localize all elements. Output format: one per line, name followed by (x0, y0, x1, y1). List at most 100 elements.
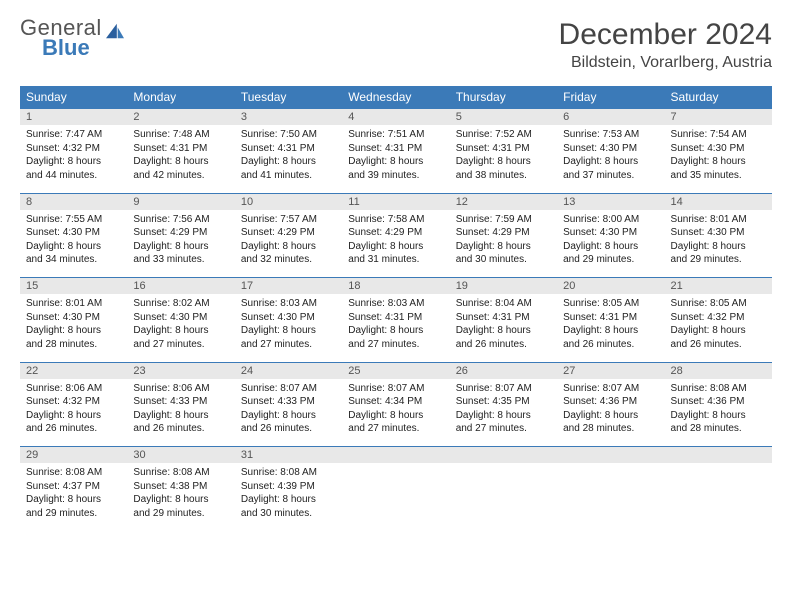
sunset-text: Sunset: 4:29 PM (456, 226, 551, 240)
day-detail: Sunrise: 7:50 AMSunset: 4:31 PMDaylight:… (235, 125, 342, 193)
day-detail: Sunrise: 8:04 AMSunset: 4:31 PMDaylight:… (450, 294, 557, 362)
sunrise-text: Sunrise: 7:58 AM (348, 213, 443, 227)
day-number: 4 (342, 109, 449, 126)
day-detail (557, 463, 664, 531)
sunrise-text: Sunrise: 8:01 AM (671, 213, 766, 227)
week-detail-row: Sunrise: 8:06 AM Sunset: 4:32 PM Daylight:… (20, 379, 772, 447)
day-detail: Sunrise: 8:08 AMSunset: 4:37 PMDaylight:… (20, 463, 127, 531)
daylight-text-1: Daylight: 8 hours (456, 240, 551, 254)
daylight-text-1: Daylight: 8 hours (563, 155, 658, 169)
week-number-row: 293031 (20, 447, 772, 464)
day-number: 2 (127, 109, 234, 126)
sunrise-text: Sunrise: 8:05 AM (563, 297, 658, 311)
daylight-text-2: and 30 minutes. (241, 507, 336, 521)
day-detail: Sunrise: 8:08 AMSunset: 4:39 PMDaylight:… (235, 463, 342, 531)
header: General Blue December 2024 Bildstein, Vo… (20, 18, 772, 72)
day-number: 8 (20, 193, 127, 210)
daylight-text-1: Daylight: 8 hours (26, 324, 121, 338)
day-detail: Sunrise: 8:06 AMSunset: 4:33 PMDaylight:… (127, 379, 234, 447)
sunset-text: Sunset: 4:30 PM (26, 311, 121, 325)
daylight-text-2: and 26 minutes. (26, 422, 121, 436)
daylight-text-2: and 28 minutes. (671, 422, 766, 436)
day-number: 22 (20, 362, 127, 379)
day-number: 18 (342, 278, 449, 295)
daylight-text-1: Daylight: 8 hours (563, 409, 658, 423)
daylight-text-1: Daylight: 8 hours (133, 409, 228, 423)
day-number: 17 (235, 278, 342, 295)
sunset-text: Sunset: 4:30 PM (671, 142, 766, 156)
daylight-text-1: Daylight: 8 hours (133, 155, 228, 169)
daylight-text-2: and 28 minutes. (26, 338, 121, 352)
day-number: 16 (127, 278, 234, 295)
day-header: Friday (557, 86, 664, 109)
sunrise-text: Sunrise: 8:03 AM (348, 297, 443, 311)
daylight-text-2: and 26 minutes. (456, 338, 551, 352)
day-detail: Sunrise: 7:47 AMSunset: 4:32 PMDaylight:… (20, 125, 127, 193)
day-number: 28 (665, 362, 772, 379)
day-number: 11 (342, 193, 449, 210)
sunset-text: Sunset: 4:29 PM (348, 226, 443, 240)
sunset-text: Sunset: 4:32 PM (26, 395, 121, 409)
daylight-text-2: and 31 minutes. (348, 253, 443, 267)
sunset-text: Sunset: 4:30 PM (241, 311, 336, 325)
day-detail: Sunrise: 8:05 AMSunset: 4:31 PMDaylight:… (557, 294, 664, 362)
sunset-text: Sunset: 4:30 PM (563, 226, 658, 240)
daylight-text-1: Daylight: 8 hours (563, 324, 658, 338)
day-detail: Sunrise: 7:53 AMSunset: 4:30 PMDaylight:… (557, 125, 664, 193)
day-number: 31 (235, 447, 342, 464)
day-header: Sunday (20, 86, 127, 109)
day-number: 9 (127, 193, 234, 210)
day-number: 19 (450, 278, 557, 295)
day-detail: Sunrise: 8:07 AMSunset: 4:36 PMDaylight:… (557, 379, 664, 447)
day-detail: Sunrise: 7:54 AMSunset: 4:30 PMDaylight:… (665, 125, 772, 193)
day-detail (450, 463, 557, 531)
daylight-text-2: and 30 minutes. (456, 253, 551, 267)
sunset-text: Sunset: 4:34 PM (348, 395, 443, 409)
day-number: 24 (235, 362, 342, 379)
day-header: Monday (127, 86, 234, 109)
day-detail: Sunrise: 8:08 AMSunset: 4:36 PMDaylight:… (665, 379, 772, 447)
day-header: Tuesday (235, 86, 342, 109)
daylight-text-2: and 27 minutes. (241, 338, 336, 352)
calendar-page: General Blue December 2024 Bildstein, Vo… (0, 0, 792, 531)
day-detail (342, 463, 449, 531)
day-detail: Sunrise: 8:01 AMSunset: 4:30 PMDaylight:… (20, 294, 127, 362)
daylight-text-2: and 27 minutes. (133, 338, 228, 352)
day-detail: Sunrise: 7:59 AMSunset: 4:29 PMDaylight:… (450, 210, 557, 278)
week-number-row: 1234567 (20, 109, 772, 126)
sunset-text: Sunset: 4:31 PM (456, 142, 551, 156)
sunset-text: Sunset: 4:30 PM (671, 226, 766, 240)
daylight-text-2: and 26 minutes. (241, 422, 336, 436)
day-number: 5 (450, 109, 557, 126)
daylight-text-1: Daylight: 8 hours (563, 240, 658, 254)
day-detail: Sunrise: 7:48 AMSunset: 4:31 PMDaylight:… (127, 125, 234, 193)
day-number: 25 (342, 362, 449, 379)
week-number-row: 891011121314 (20, 193, 772, 210)
day-number: 6 (557, 109, 664, 126)
day-number: 13 (557, 193, 664, 210)
day-detail: Sunrise: 7:58 AMSunset: 4:29 PMDaylight:… (342, 210, 449, 278)
sunrise-text: Sunrise: 7:50 AM (241, 128, 336, 142)
daylight-text-2: and 33 minutes. (133, 253, 228, 267)
daylight-text-2: and 32 minutes. (241, 253, 336, 267)
day-number (342, 447, 449, 464)
day-number: 12 (450, 193, 557, 210)
sunset-text: Sunset: 4:30 PM (563, 142, 658, 156)
sail-icon (104, 22, 126, 40)
sunset-text: Sunset: 4:31 PM (133, 142, 228, 156)
sunrise-text: Sunrise: 8:08 AM (26, 466, 121, 480)
day-number (665, 447, 772, 464)
daylight-text-2: and 35 minutes. (671, 169, 766, 183)
sunset-text: Sunset: 4:31 PM (348, 142, 443, 156)
sunrise-text: Sunrise: 8:08 AM (241, 466, 336, 480)
day-number: 3 (235, 109, 342, 126)
daylight-text-1: Daylight: 8 hours (348, 240, 443, 254)
sunrise-text: Sunrise: 7:47 AM (26, 128, 121, 142)
week-detail-row: Sunrise: 8:01 AMSunset: 4:30 PMDaylight:… (20, 294, 772, 362)
daylight-text-1: Daylight: 8 hours (26, 493, 121, 507)
sunrise-text: Sunrise: 8:06 AM (133, 382, 228, 396)
week-detail-row: Sunrise: 8:08 AMSunset: 4:37 PMDaylight:… (20, 463, 772, 531)
sunrise-text: Sunrise: 7:52 AM (456, 128, 551, 142)
daylight-text-2: and 29 minutes. (26, 507, 121, 521)
daylight-text-1: Daylight: 8 hours (133, 324, 228, 338)
